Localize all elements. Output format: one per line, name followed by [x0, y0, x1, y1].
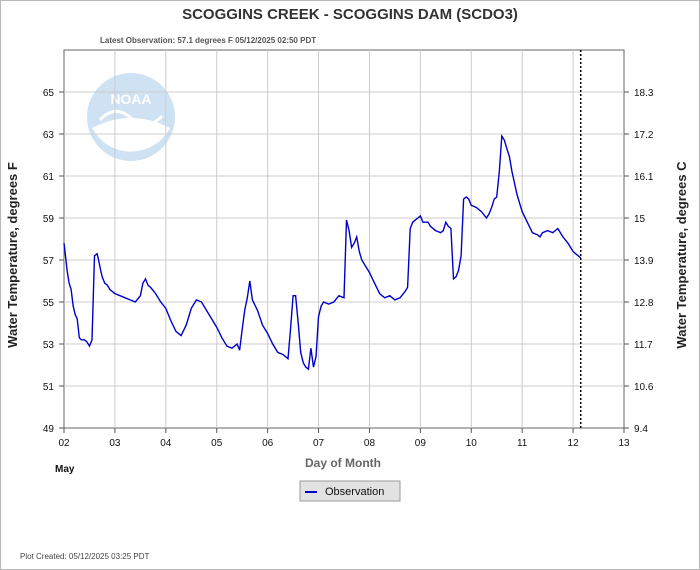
month-label: May — [55, 464, 75, 475]
legend-label-observation: Observation — [325, 486, 384, 498]
y-tick-label: 55 — [43, 298, 55, 309]
y2-tick-label: 12.8 — [634, 298, 654, 309]
y-tick-label: 51 — [43, 382, 55, 393]
plot-area — [63, 49, 625, 429]
x-tick-label: 05 — [211, 438, 223, 449]
x-tick-label: 13 — [618, 438, 630, 449]
legend-box — [299, 480, 401, 502]
x-axis-label: Day of Month — [305, 456, 381, 470]
x-tick-label: 06 — [262, 438, 274, 449]
y2-tick-label: 17.2 — [634, 130, 654, 141]
y2-tick-label: 18.3 — [634, 88, 654, 99]
y-tick-label: 61 — [43, 172, 55, 183]
grid-lines — [64, 50, 624, 428]
y-axis-left: 49 51 53 55 57 59 61 63 65 — [43, 88, 64, 435]
y-tick-label: 53 — [43, 340, 55, 351]
y-axis-label-left: Water Temperature, degrees F — [5, 162, 20, 348]
x-axis: 02 03 04 05 06 07 08 09 10 11 12 13 — [58, 428, 630, 449]
y-axis-label-right: Water Temperature, degrees C — [674, 161, 689, 349]
noaa-logo: NOAA — [87, 73, 175, 161]
legend: Observation — [299, 480, 401, 502]
x-tick-label: 02 — [58, 438, 70, 449]
x-tick-label: 08 — [364, 438, 376, 449]
y2-tick-label: 16.1 — [634, 172, 654, 183]
y2-tick-label: 10.6 — [634, 382, 654, 393]
x-tick-label: 04 — [160, 438, 172, 449]
y2-tick-label: 15 — [634, 214, 646, 225]
x-tick-label: 07 — [313, 438, 325, 449]
series-line-observation — [63, 133, 582, 371]
y-tick-label: 59 — [43, 214, 55, 225]
x-tick-label: 12 — [568, 438, 580, 449]
plot-created-footer: Plot Created: 05/12/2025 03:25 PDT — [20, 552, 150, 561]
noaa-logo-text: NOAA — [110, 91, 151, 107]
x-tick-label: 11 — [517, 438, 528, 449]
y-axis-right: 9.4 10.6 11.7 12.8 13.9 15 16.1 17.2 18.3 — [624, 88, 654, 435]
y2-tick-label: 9.4 — [634, 424, 648, 435]
x-tick-label: 03 — [109, 438, 121, 449]
chart-title: SCOGGINS CREEK - SCOGGINS DAM (SCDO3) — [182, 6, 518, 23]
y-tick-label: 57 — [43, 256, 55, 267]
y2-tick-label: 11.7 — [634, 340, 653, 351]
y-tick-label: 65 — [43, 88, 55, 99]
chart-subtitle: Latest Observation: 57.1 degrees F 05/12… — [100, 36, 316, 45]
y-tick-label: 63 — [43, 130, 55, 141]
y-tick-label: 49 — [43, 424, 55, 435]
x-tick-label: 09 — [415, 438, 427, 449]
y2-tick-label: 13.9 — [634, 256, 654, 267]
x-tick-label: 10 — [466, 438, 478, 449]
